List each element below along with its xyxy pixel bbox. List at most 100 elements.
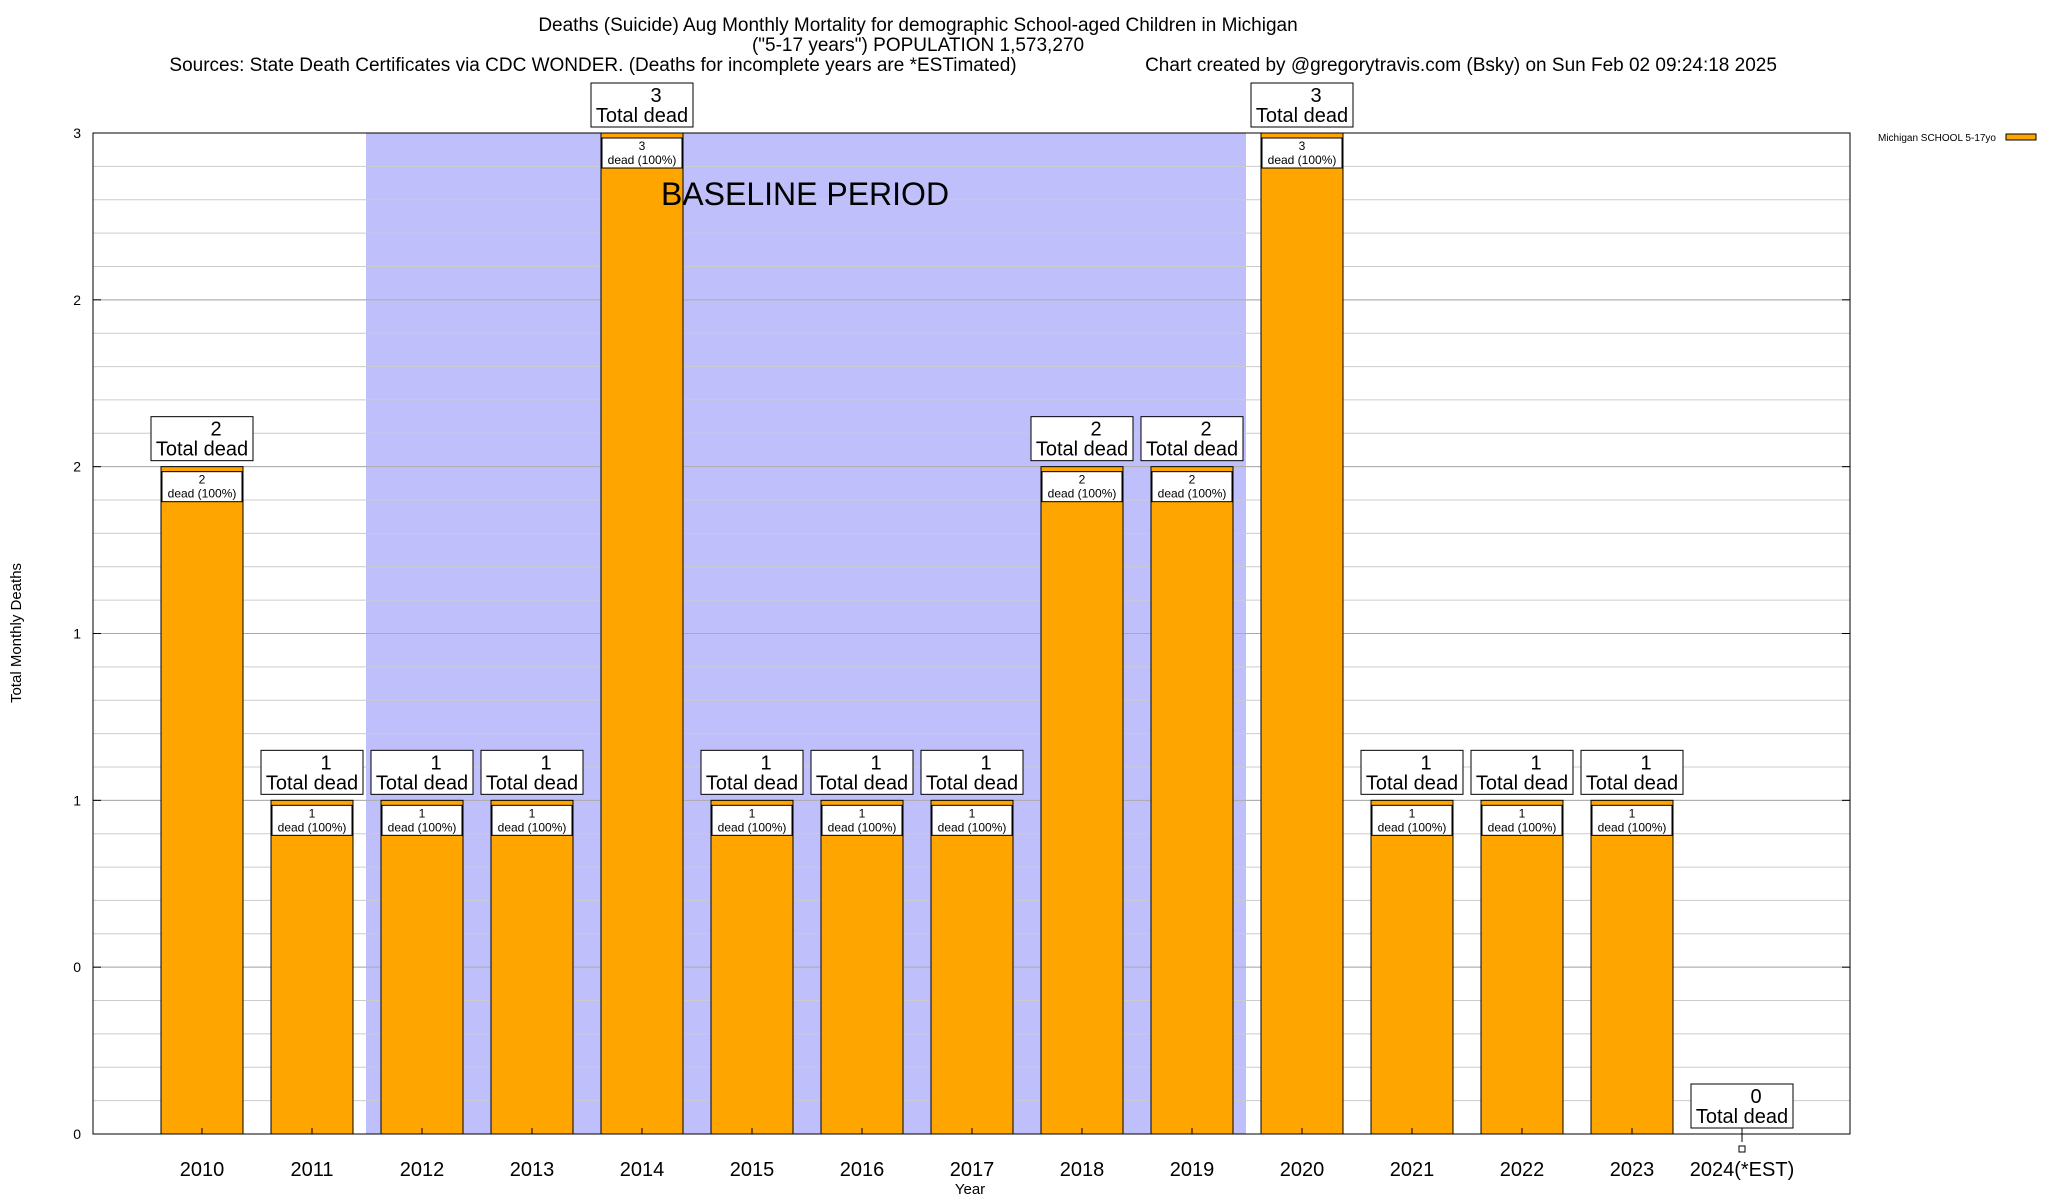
bar-inner-label-box [1481,804,1563,836]
bar [380,799,464,1135]
y-tick-label: 1 [73,626,81,642]
bar-total-count: 3 [650,85,661,107]
bar-total-label-box [1690,1083,1794,1129]
x-tick-label: 2018 [1060,1159,1105,1181]
x-tick-label: 2020 [1280,1159,1325,1181]
bar-total-count: 1 [320,752,331,774]
bar-total-suffix: Total dead [156,439,248,461]
bar-inner-suffix: dead (100%) [498,820,567,834]
bar-total-suffix: Total dead [816,772,908,794]
bar-inner-count: 1 [749,806,756,820]
bar-inner-count: 2 [1189,473,1196,487]
bar-inner-label-box [821,804,903,836]
bar-total-label-box [1470,749,1574,795]
x-tick-label: 2023 [1610,1159,1655,1181]
bar-total-label-box [700,749,804,795]
x-tick-label: 2024(*EST) [1690,1159,1795,1181]
bar-total-suffix: Total dead [1476,772,1568,794]
bar-inner-suffix: dead (100%) [168,487,237,501]
bar-inner-suffix: dead (100%) [1048,487,1117,501]
bar-total-suffix: Total dead [1036,439,1128,461]
legend: Michigan SCHOOL 5-17yo [1878,133,2037,144]
bar-inner-suffix: dead (100%) [828,820,897,834]
bar-total-label-box [1360,749,1464,795]
bar [1590,799,1674,1135]
x-tick-label: 2014 [620,1159,665,1181]
bar-inner-label-box [1041,471,1123,503]
bar [490,799,574,1135]
bar-total-count: 1 [540,752,551,774]
bar-total-label-box [920,749,1024,795]
bar-inner-count: 1 [419,806,426,820]
bar-total-label-box [1140,416,1244,462]
bar-inner-count: 2 [199,473,206,487]
bar-inner-count: 1 [309,806,316,820]
y-tick-label: 1 [73,792,81,808]
bar-total-label-box [150,416,254,462]
bar-inner-count: 1 [1519,806,1526,820]
bar-total-label-box [480,749,584,795]
bar-inner-suffix: dead (100%) [1268,153,1337,167]
chart-credit: Chart created by @gregorytravis.com (Bsk… [1145,55,1777,76]
bar-inner-suffix: dead (100%) [388,820,457,834]
bar-total-suffix: Total dead [1586,772,1678,794]
bar-inner-label-box [381,804,463,836]
x-tick-label: 2021 [1390,1159,1435,1181]
y-tick-label: 0 [73,959,81,975]
bar-total-suffix: Total dead [1696,1106,1788,1128]
bar-inner-suffix: dead (100%) [718,820,787,834]
bar-total-suffix: Total dead [926,772,1018,794]
bar-total-count: 1 [1420,752,1431,774]
chart-title: Deaths (Suicide) Aug Monthly Mortality f… [538,15,1297,36]
bar-total-suffix: Total dead [1256,105,1348,127]
bar-inner-suffix: dead (100%) [1378,820,1447,834]
bar [820,799,904,1135]
bar-inner-count: 1 [859,806,866,820]
bar-total-suffix: Total dead [596,105,688,127]
bar [1480,799,1564,1135]
bar-total-suffix: Total dead [376,772,468,794]
bar-inner-count: 1 [1629,806,1636,820]
legend-label: Michigan SCHOOL 5-17yo [1878,133,1996,144]
x-tick-label: 2010 [180,1159,225,1181]
x-tick-label: 2012 [400,1159,445,1181]
bar-inner-suffix: dead (100%) [278,820,347,834]
x-tick-label: 2019 [1170,1159,1215,1181]
bar-total-suffix: Total dead [706,772,798,794]
bar-total-count: 1 [760,752,771,774]
x-tick-label: 2011 [290,1159,333,1181]
bar-inner-count: 3 [1299,139,1306,153]
bar [160,466,244,1135]
bar [270,799,354,1135]
bar-inner-count: 2 [1079,473,1086,487]
bar-total-label-box [1580,749,1684,795]
bar-inner-count: 1 [969,806,976,820]
x-tick-label: 2022 [1500,1159,1545,1181]
bar-inner-label-box [271,804,353,836]
bar [1370,799,1454,1135]
bar-total-label-box [260,749,364,795]
bar-total-count: 1 [430,752,441,774]
bar [930,799,1014,1135]
zero-marker [1738,1145,1746,1153]
bar-inner-suffix: dead (100%) [938,820,1007,834]
bar-total-suffix: Total dead [1366,772,1458,794]
bar [1260,132,1344,1135]
bar-total-count: 1 [980,752,991,774]
bar-inner-label-box [711,804,793,836]
bar-inner-count: 1 [529,806,536,820]
x-tick-label: 2016 [840,1159,885,1181]
y-tick-label: 2 [73,292,81,308]
bar-inner-label-box [1261,137,1343,169]
bar-inner-suffix: dead (100%) [1158,487,1227,501]
bar-inner-suffix: dead (100%) [1488,820,1557,834]
bar-total-label-box [810,749,914,795]
bar-total-count: 0 [1750,1086,1761,1108]
bar-inner-label-box [491,804,573,836]
bar-inner-suffix: dead (100%) [1598,820,1667,834]
bar-total-label-box [370,749,474,795]
bar-inner-label-box [1591,804,1673,836]
bar-total-count: 1 [870,752,881,774]
bar-total-suffix: Total dead [266,772,358,794]
bar [710,799,794,1135]
